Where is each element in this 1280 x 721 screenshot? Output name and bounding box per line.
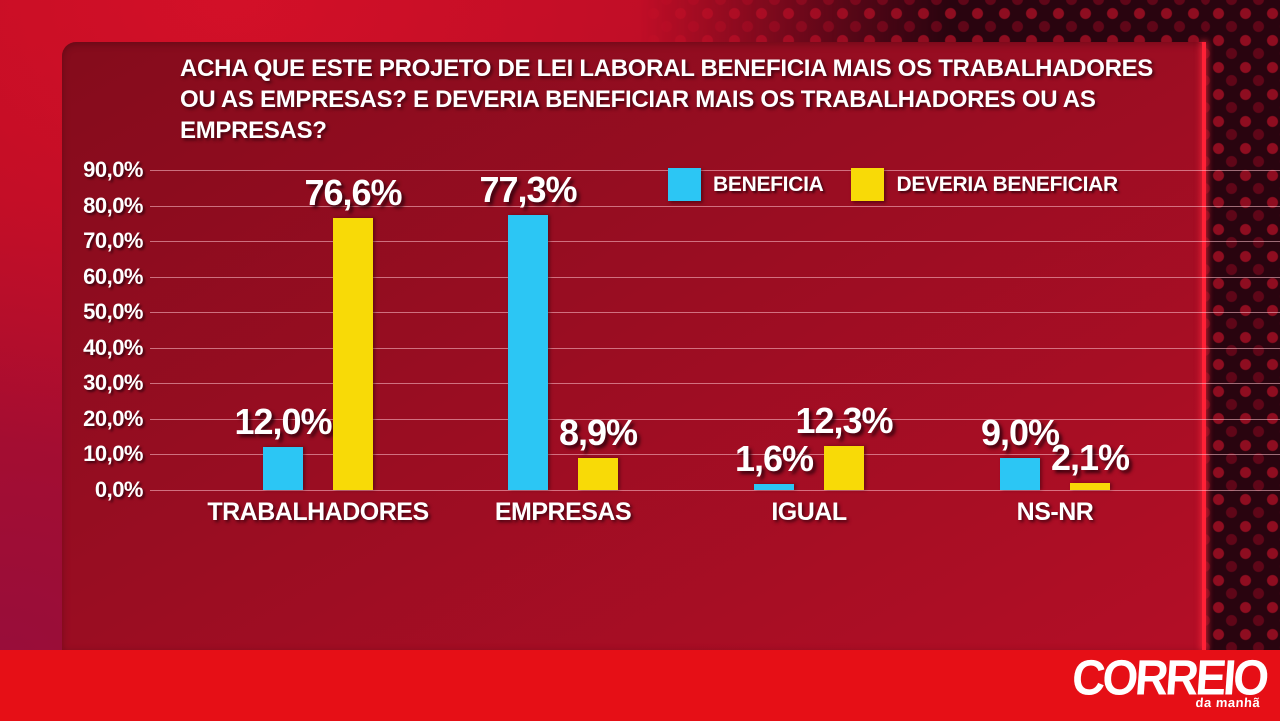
bar-beneficia-ns-nr — [1000, 457, 1040, 490]
y-axis-tick-label: 30,0% — [83, 370, 143, 396]
background-texture-right — [1205, 0, 1280, 650]
bar-value-label: 77,3% — [479, 169, 577, 211]
bar-beneficia-trabalhadores — [263, 447, 303, 490]
y-axis-tick-label: 80,0% — [83, 192, 143, 218]
panel-edge-glow — [1202, 42, 1206, 650]
gridline — [150, 241, 1280, 243]
gridline — [150, 312, 1280, 314]
chart-title-line1: ACHA QUE ESTE PROJETO DE LEI LABORAL BEN… — [180, 55, 1154, 82]
bar-deveria-beneficiar-trabalhadores — [333, 217, 373, 490]
chart-title-line2: OU AS EMPRESAS? E DEVERIA BENEFICIAR MAI… — [180, 86, 1096, 144]
gridline — [150, 276, 1280, 278]
background-texture-top — [640, 0, 1205, 42]
category-label-empresas: EMPRESAS — [494, 498, 632, 526]
logo-wordmark: CORREIO — [1070, 648, 1269, 706]
bottom-brand-strip — [0, 650, 1280, 721]
bar-deveria-beneficiar-igual — [824, 446, 864, 490]
bar-value-label: 76,6% — [304, 171, 402, 213]
y-axis-tick-label: 0,0% — [94, 477, 144, 502]
legend-label-deveria-beneficiar: DEVERIA BENEFICIAR — [896, 172, 1118, 196]
y-axis-tick-label: 90,0% — [83, 156, 143, 182]
bar-deveria-beneficiar-ns-nr — [1070, 482, 1110, 490]
chart-legend: BENEFICIA DEVERIA BENEFICIAR — [668, 168, 1146, 201]
gridline — [150, 347, 1280, 349]
correio-da-manha-logo: CORREIO da manhã — [1070, 648, 1269, 710]
bar-value-label: 12,0% — [234, 401, 332, 443]
bar-value-label: 8,9% — [558, 412, 638, 454]
legend-swatch-beneficia — [668, 168, 701, 201]
chart-panel — [62, 42, 1205, 650]
y-axis-tick-label: 10,0% — [83, 441, 143, 467]
category-label-ns-nr: NS-NR — [1016, 498, 1094, 526]
bar-value-label: 9,0% — [980, 411, 1060, 453]
gridline — [150, 418, 1280, 420]
bar-beneficia-empresas — [508, 215, 548, 490]
bar-deveria-beneficiar-empresas — [578, 458, 618, 490]
gridline — [150, 454, 1280, 456]
y-axis-tick-label: 40,0% — [83, 334, 143, 360]
gridline — [150, 490, 1280, 491]
y-axis-tick-label: 50,0% — [83, 299, 143, 325]
y-axis-tick-label: 70,0% — [83, 228, 143, 254]
bar-value-label: 1,6% — [734, 438, 814, 480]
chart-title: ACHA QUE ESTE PROJETO DE LEI LABORAL BEN… — [180, 53, 1190, 146]
bar-value-label: 2,1% — [1050, 436, 1130, 478]
bar-chart: 0,0% 10,0% 20,0% 30,0% 40,0% 50,0% 60,0% 70,0% 8… — [83, 156, 1280, 526]
bar-value-label: 12,3% — [795, 400, 893, 442]
y-axis-tick-label: 60,0% — [83, 263, 143, 289]
gridline — [150, 205, 1280, 207]
legend-swatch-deveria-beneficiar — [851, 168, 885, 201]
gridline — [150, 169, 1280, 171]
legend-label-beneficia: BENEFICIA — [713, 172, 824, 196]
category-label-trabalhadores: TRABALHADORES — [207, 498, 429, 526]
bar-beneficia-igual — [754, 484, 794, 490]
category-label-igual: IGUAL — [771, 498, 847, 526]
gridline — [150, 383, 1280, 385]
y-axis-tick-label: 20,0% — [83, 405, 143, 431]
